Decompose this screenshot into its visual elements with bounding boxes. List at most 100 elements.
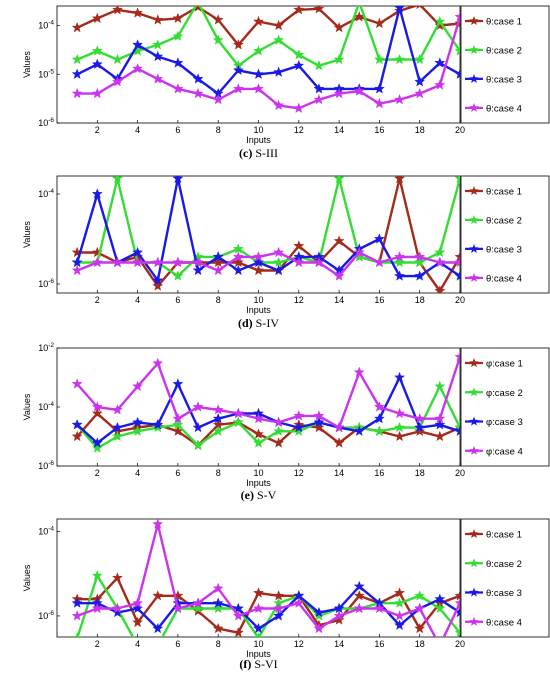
x-tick-label: 16 (374, 639, 384, 649)
data-point (353, 246, 365, 258)
data-point (414, 256, 426, 268)
data-point (333, 437, 345, 448)
data-point (454, 351, 460, 362)
data-point (355, 6, 363, 7)
data-point (373, 412, 385, 424)
y-tick-label: 10-2 (38, 342, 54, 353)
data-point (192, 401, 204, 412)
data-point (293, 6, 305, 15)
data-point (232, 83, 244, 94)
data-point (91, 401, 103, 412)
legend-label: φ:case 4 (486, 446, 523, 457)
legend-swatch-marker (469, 243, 479, 253)
data-point (132, 39, 144, 50)
data-point (273, 34, 285, 45)
data-point (273, 602, 285, 614)
data-point (434, 246, 446, 258)
data-point (172, 602, 184, 614)
data-point (192, 264, 204, 276)
data-point (293, 410, 305, 421)
data-point (454, 425, 460, 436)
x-tick-label: 20 (455, 639, 465, 649)
data-point (253, 15, 264, 27)
data-point (333, 421, 345, 433)
x-tick-label: 8 (216, 468, 221, 478)
data-point (394, 619, 406, 630)
data-point (212, 34, 224, 45)
x-tick-label: 8 (216, 295, 221, 305)
data-point (454, 590, 460, 601)
series-2 (71, 6, 460, 71)
data-point (71, 256, 83, 268)
data-point (71, 430, 83, 442)
data-point (414, 421, 426, 433)
legend-label: θ:case 2 (486, 559, 522, 570)
data-point (192, 602, 204, 614)
data-point (313, 93, 325, 105)
x-tick-label: 12 (294, 468, 304, 478)
data-point (111, 6, 123, 15)
data-point (273, 416, 285, 428)
y-tick-label: 10-6 (38, 460, 54, 471)
data-point (434, 593, 446, 604)
data-point (152, 73, 164, 84)
x-tick-label: 10 (253, 125, 263, 135)
data-point (394, 597, 406, 608)
data-point (414, 76, 426, 87)
data-point (434, 380, 446, 392)
x-tick-label: 6 (175, 468, 180, 478)
data-point (293, 421, 305, 433)
y-tick-label: 10-4 (38, 401, 54, 412)
data-point (414, 590, 426, 601)
data-point (394, 587, 406, 598)
data-point (152, 274, 164, 286)
data-point (172, 176, 184, 184)
legend-swatch-marker (469, 186, 479, 195)
data-point (91, 12, 103, 24)
x-tick-label: 4 (135, 639, 140, 649)
legend-label: θ:case 2 (486, 215, 522, 226)
data-point (434, 602, 446, 614)
data-point (253, 412, 264, 424)
x-tick-label: 12 (294, 639, 304, 649)
data-point (293, 240, 305, 251)
data-point (212, 425, 224, 436)
data-point (454, 11, 460, 22)
data-point (313, 410, 325, 421)
data-point (454, 45, 460, 56)
data-point (373, 602, 385, 614)
chart-panel: 2 4 6 8 10 12 14 16 18 20 10-6 10-4 Inputs Values θ:ca… (22, 175, 550, 330)
data-point (192, 597, 204, 608)
x-tick-label: 14 (334, 468, 344, 478)
data-point (232, 416, 244, 428)
legend: φ:case 1 φ:case 2 φ:case 3 φ:case 4 (460, 347, 550, 467)
legend-label: θ:case 1 (486, 530, 522, 541)
data-point (353, 366, 365, 377)
legend-swatch-marker (469, 73, 479, 83)
data-point (353, 580, 365, 592)
x-tick-label: 8 (216, 125, 221, 135)
data-point (293, 49, 305, 60)
data-point (394, 610, 406, 621)
data-point (414, 251, 426, 262)
chart-panel: 2 4 6 8 10 12 14 16 18 20 10-6 10-4 10-2 Inputs Values… (22, 342, 550, 502)
y-axis-label: Values (22, 221, 32, 248)
y-tick-label: 10-6 (38, 117, 54, 128)
data-point (434, 285, 446, 293)
legend-label: θ:case 4 (486, 273, 522, 284)
x-tick-label: 2 (95, 468, 100, 478)
data-point (152, 14, 164, 25)
data-point (132, 7, 144, 18)
data-point (434, 19, 446, 31)
data-point (172, 57, 184, 68)
y-tick-label: 10-6 (38, 610, 54, 621)
data-point (394, 53, 406, 65)
data-point (111, 606, 123, 618)
legend-label: θ:case 4 (486, 103, 522, 114)
y-axis-label: Values (22, 564, 32, 591)
x-axis-label: Inputs (246, 478, 271, 488)
x-tick-label: 16 (374, 295, 384, 305)
legend: θ:case 1 θ:case 2 θ:case 3 θ:case 4 (460, 5, 550, 124)
data-point (132, 256, 144, 268)
data-point (435, 640, 445, 649)
